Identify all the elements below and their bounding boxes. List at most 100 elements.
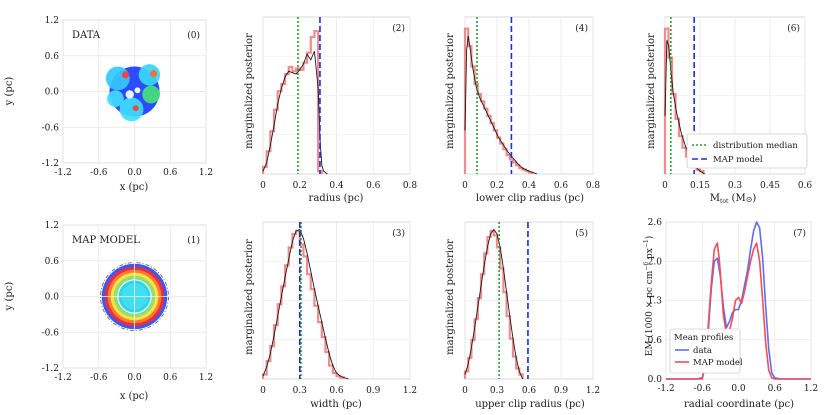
xtick-label: 0.6	[366, 181, 381, 191]
ytick-label: 2.6	[648, 218, 663, 228]
xtick-label: 0.8	[403, 181, 418, 191]
legend-median-label: distribution median	[713, 141, 798, 151]
panel-7-ylabel-e1: −6	[643, 262, 650, 271]
panel-0-xlabel: x (pc)	[120, 182, 149, 193]
xtick-label: 0	[462, 386, 468, 396]
xtick-label: 0.45	[760, 181, 780, 191]
xtick-label: 0.9	[366, 386, 381, 396]
xtick-label: 0.6	[554, 181, 569, 191]
panel-1-xticks: -1.2 -0.6 0.0 0.6 1.2	[54, 373, 213, 383]
xtick-label: 0.6	[329, 386, 344, 396]
ytick-label: -1.2	[42, 159, 59, 169]
panel-5-xlabel: upper clip radius (pc)	[475, 399, 585, 410]
xtick-label: 0.3	[293, 386, 308, 396]
heatmap-blob	[119, 97, 144, 122]
xtick-label: 0.9	[554, 386, 569, 396]
posterior-histogram	[463, 229, 524, 379]
ytick-label: 0.6	[648, 336, 663, 346]
xtick-label: 0.3	[728, 181, 743, 191]
legend-map-label: MAP model	[713, 155, 763, 165]
panel-1-map-model: MAP MODEL (1) -1.2 -0.6 0.0 0.6 1.2 -1.2 -0.6…	[4, 221, 213, 402]
panel-tag: (5)	[575, 228, 588, 239]
xtick-label: -1.2	[54, 373, 71, 383]
ytick-label: 0.0	[45, 293, 60, 303]
xtick-label: 0.6	[522, 386, 537, 396]
panel-2-radius: 0 0.2 0.4 0.6 0.8 (2)	[260, 16, 418, 191]
xtick-label: 0.15	[690, 181, 710, 191]
posterior-kde	[262, 228, 349, 380]
ytick-label: 1.2	[45, 221, 59, 231]
xtick-label: 0.8	[586, 181, 601, 191]
heatmap-blob	[121, 71, 130, 79]
panel-7-ylabel: EM (1000 × pc cm−6 px−1)	[643, 236, 655, 357]
ytick-label: 0.6	[45, 257, 60, 267]
panel-tag: (2)	[392, 23, 405, 34]
panel-6-xlabel-m: M	[710, 193, 720, 204]
heatmap-blob	[132, 105, 139, 112]
panel-1-grid	[62, 224, 207, 369]
xtick-label: 0.6	[163, 373, 178, 383]
xtick-label: -1.2	[54, 168, 71, 178]
profile-line-map-model	[666, 242, 811, 380]
panel-0-data: DATA (0) -1.2 -0.6 0.0 0.6 1.2 -1.2 -0.6 0.0 0.…	[4, 16, 213, 193]
panel-1-title: MAP MODEL	[72, 235, 140, 246]
panel-0-grid	[62, 19, 207, 164]
posterior-histogram	[261, 30, 323, 174]
panel-0-heatmap	[105, 64, 161, 122]
panel-4-ylabel: marginalized posterior	[445, 33, 456, 149]
panel-0-tag: (0)	[187, 30, 200, 41]
xtick-label: 0	[462, 181, 468, 191]
heatmap-blob	[107, 90, 124, 107]
panel-1-heatmap	[98, 260, 171, 333]
ytick-label: 0.0	[45, 88, 60, 98]
xtick-label: 0.6	[798, 181, 813, 191]
panel-0-ylabel: y (pc)	[4, 77, 15, 107]
panel-tag: (6)	[787, 23, 800, 34]
panel-4-xlabel: lower clip radius (pc)	[476, 193, 584, 204]
panel-7-ylabel-c: )	[644, 236, 655, 240]
xtick-label: 1.2	[199, 168, 213, 178]
panel-6-xlabel: Mtot (M⊙)	[710, 193, 757, 205]
panel-6-xlabel-close: )	[752, 193, 756, 204]
panel-4-lower-clip: 0 0.2 0.4 0.6 0.8 (4)	[462, 16, 601, 191]
heatmap-blob	[125, 90, 134, 99]
panel-6-xlabel-unit: (M	[728, 193, 745, 204]
heatmap-blob	[105, 66, 130, 91]
panel-1-ylabel: y (pc)	[4, 282, 15, 312]
xtick-label: 0.6	[163, 168, 178, 178]
ytick-label: -0.6	[42, 328, 60, 338]
heatmap-blob	[149, 70, 158, 78]
xtick-label: 0	[662, 181, 668, 191]
panel-2-ylabel: marginalized posterior	[244, 33, 255, 149]
ytick-label: -1.2	[42, 364, 59, 374]
xtick-label: -0.6	[90, 168, 108, 178]
panel-5-upper-clip: 0 0.3 0.6 0.9 1.2 (5)	[462, 221, 600, 396]
panel-0-xticks: -1.2 -0.6 0.0 0.6 1.2	[54, 168, 213, 178]
panel-tag: (4)	[575, 23, 588, 34]
xtick-label: -1.2	[657, 384, 674, 394]
xtick-label: 0.3	[490, 386, 505, 396]
panel-7-ylabel-b: px	[645, 248, 655, 262]
legend-label: MAP model	[693, 358, 743, 368]
panel-6-xlabel-sub: tot	[720, 198, 729, 205]
ytick-label: 0.0	[648, 375, 663, 385]
xtick-label: 0.4	[522, 181, 537, 191]
panel-tag: (7)	[793, 228, 806, 239]
heatmap-blob	[138, 64, 161, 86]
xtick-label: 0	[260, 181, 266, 191]
xtick-label: 0.4	[329, 181, 344, 191]
panel-1-tag: (1)	[187, 235, 200, 246]
xtick-label: 0.0	[127, 168, 142, 178]
ytick-label: -0.6	[42, 123, 60, 133]
panel-7-profiles: -1.2 -0.6 0.0 0.6 1.2 0.0 0.6 1.3 2.0 2.6 (7) Mean …	[648, 218, 818, 394]
panel-2-xlabel: radius (pc)	[309, 193, 364, 204]
xtick-label: -0.6	[90, 373, 108, 383]
xtick-label: 1.2	[586, 386, 600, 396]
panel-1-yticks: -1.2 -0.6 0.0 0.6 1.2	[42, 221, 60, 374]
xtick-label: 0.2	[293, 181, 307, 191]
posterior-kde	[464, 35, 538, 175]
ytick-label: 1.3	[648, 297, 663, 307]
panel-6-xlabel-sun: ⊙	[746, 195, 753, 204]
posterior-kde	[464, 228, 524, 380]
panel-3-ylabel: marginalized posterior	[244, 239, 255, 355]
